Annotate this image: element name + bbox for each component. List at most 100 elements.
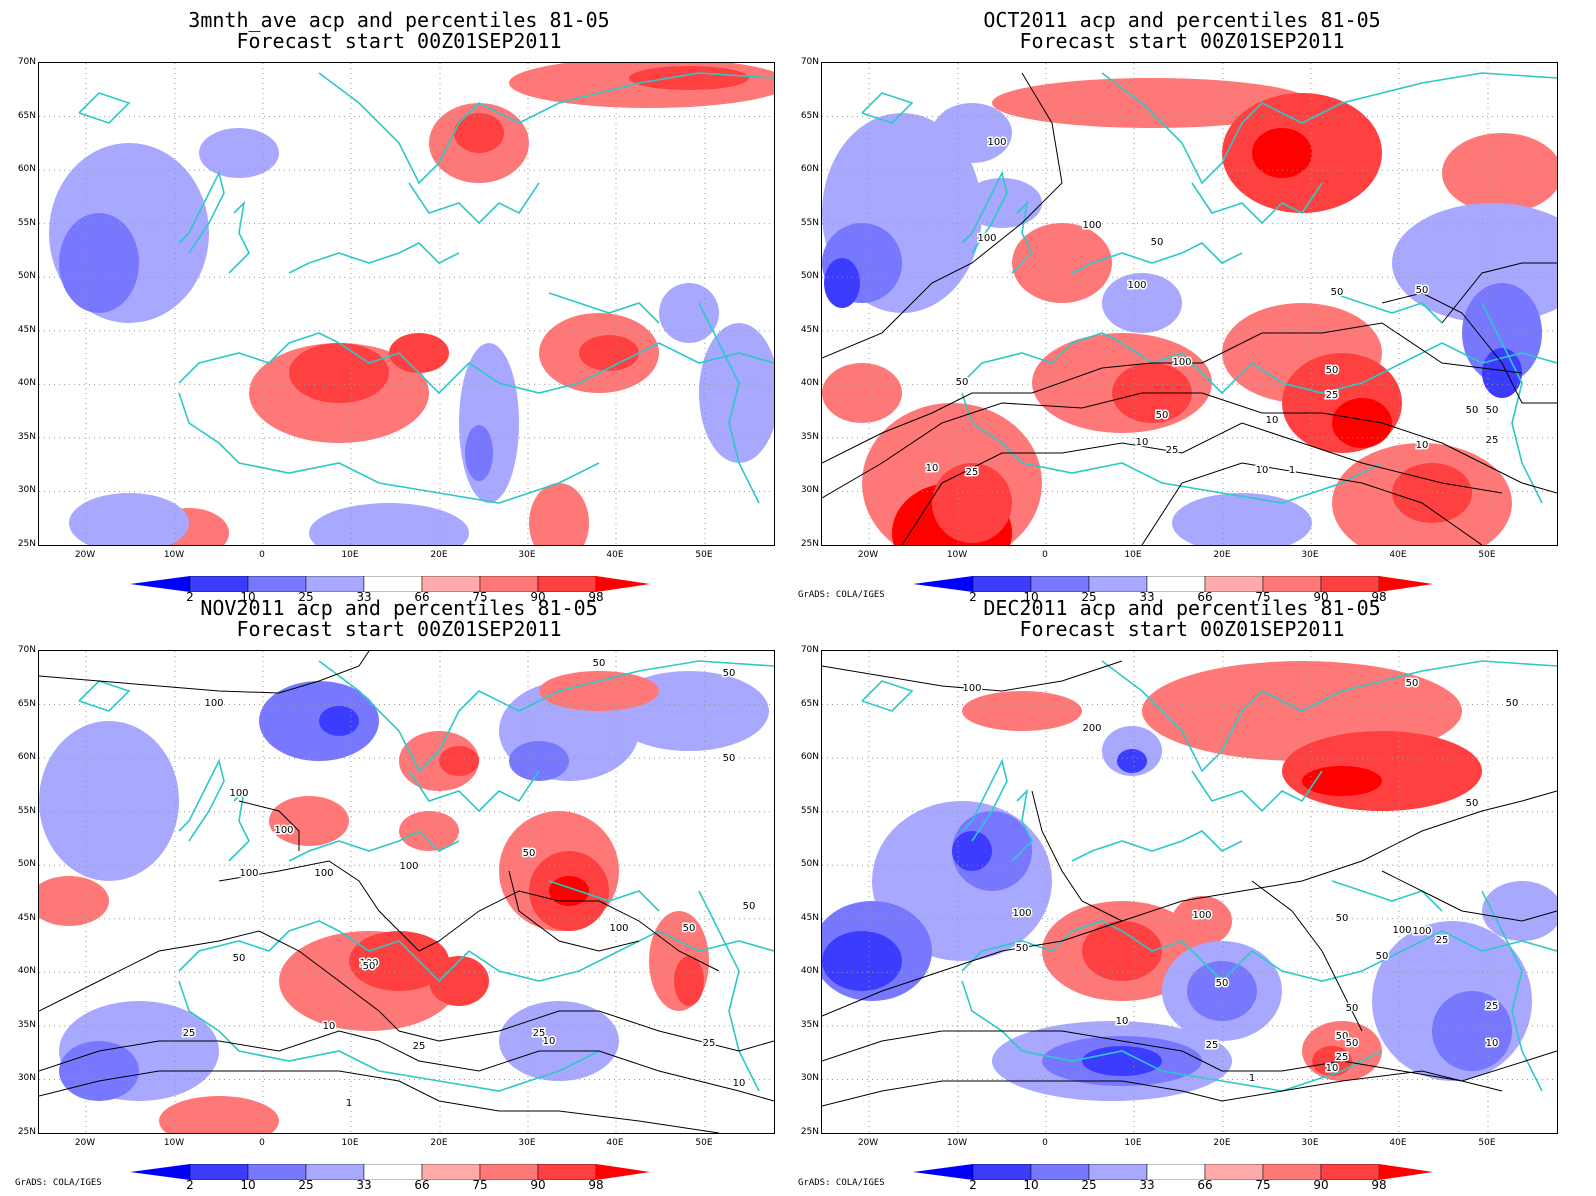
contour-label: 10 [1266, 415, 1279, 426]
map-canvas: 1001001001001005050100501005010050502510… [39, 651, 774, 1133]
colorbar-label: 25 [298, 1178, 314, 1192]
colorbar-label: 25 [298, 590, 314, 604]
coastline [1071, 242, 1243, 274]
percentile-shading [159, 1096, 279, 1133]
contour-label: 100 [1392, 925, 1411, 936]
lon-tick-label: 10E [1124, 550, 1142, 560]
lat-tick-label: 40N [800, 966, 819, 977]
contour-label: 100 [1172, 357, 1191, 368]
colorbar-label: 75 [1255, 1178, 1271, 1192]
contour-label: 25 [966, 467, 979, 478]
colorbar-segment [537, 1163, 597, 1181]
percentile-shading [824, 258, 860, 308]
percentile-shading [429, 956, 489, 1006]
colorbar-label: 98 [588, 1178, 604, 1192]
coastline [318, 660, 774, 773]
percentile-shading [1302, 766, 1382, 796]
percentile-shading [319, 706, 359, 736]
precip-contour [822, 790, 1557, 1017]
colorbar-label: 75 [472, 1178, 488, 1192]
contour-label: 25 [703, 1038, 716, 1049]
lat-tick-label: 55N [800, 217, 819, 228]
contour-label: 100 [1412, 926, 1431, 937]
colorbar-segment [1088, 1163, 1148, 1181]
contour-label: 50 [956, 377, 969, 388]
lat-tick-label: 35N [800, 431, 819, 442]
colorbar [130, 1163, 650, 1184]
precip-contour [39, 930, 774, 1052]
percentile-shading [659, 283, 719, 343]
contour-label: 50 [593, 658, 606, 669]
colorbar-label: 10 [240, 590, 256, 604]
colorbar-label: 98 [1371, 590, 1387, 604]
percentile-shading [932, 103, 1012, 163]
lon-tick-label: 30E [1301, 1138, 1319, 1148]
coastline [1101, 660, 1557, 773]
percentile-shading [1392, 463, 1472, 523]
coastline [1191, 182, 1323, 225]
colorbar-label: 2 [186, 590, 194, 604]
percentile-shading [1282, 731, 1482, 811]
coastline [178, 758, 225, 842]
contour-label: 50 [1486, 405, 1499, 416]
percentile-shading [1082, 921, 1162, 981]
lat-tick-label: 40N [800, 378, 819, 389]
precip-contour [1031, 790, 1123, 922]
percentile-shading [629, 66, 749, 90]
lat-tick-label: 25N [17, 539, 36, 549]
lon-tick-label: 30E [518, 1138, 536, 1148]
coastline [78, 92, 131, 124]
map-area: 100 200 50 50 50 100 50 100 100 50 50 100 25 50 50 10 25… [821, 650, 1558, 1134]
map-canvas [39, 63, 774, 545]
coastline [78, 680, 131, 712]
contour-label: 50 [743, 901, 756, 912]
contour-label: 50 [363, 961, 376, 972]
panel-subtitle: Forecast start 00Z01SEP2011 [236, 617, 562, 641]
coastline [961, 758, 1008, 842]
lat-tick-label: 65N [17, 698, 36, 709]
contour-label: 50 [1216, 978, 1229, 989]
lat-tick-label: 60N [17, 752, 36, 763]
lat-tick-label: 30N [17, 1073, 36, 1084]
contour-label: 10 [733, 1078, 746, 1089]
colorbar-segment [247, 1163, 307, 1181]
precip-contour [1251, 880, 1363, 1032]
lat-tick-label: 35N [17, 1019, 36, 1030]
colorbar-arrow-right [1379, 1164, 1433, 1180]
credit-text: GrADS: COLA/IGES [15, 1178, 102, 1188]
coastline [1481, 890, 1543, 1092]
lat-tick-label: 70N [17, 57, 36, 67]
contour-label: 25 [413, 1041, 426, 1052]
lon-tick-label: 10E [1124, 1138, 1142, 1148]
percentile-shading [59, 213, 139, 313]
percentile-shading [39, 876, 109, 926]
contour-label: 25 [533, 1028, 546, 1039]
percentile-shading [269, 796, 349, 846]
coastline [178, 170, 225, 254]
percentile-shading [952, 831, 992, 871]
lat-tick-label: 55N [17, 217, 36, 228]
contour-label: 50 [723, 753, 736, 764]
contour-label: 50 [1346, 1038, 1359, 1049]
lon-tick-label: 20W [74, 550, 96, 560]
contour-label: 100 [609, 923, 628, 934]
percentile-shading [454, 113, 504, 153]
percentile-shading [822, 363, 902, 423]
contour-label: 50 [523, 848, 536, 859]
colorbar-label: 66 [414, 1178, 430, 1192]
contour-label: 100 [1012, 908, 1031, 919]
coastline [1011, 200, 1033, 274]
coastline [408, 182, 540, 225]
contour-label: 50 [723, 668, 736, 679]
lon-tick-label: 50E [1478, 1138, 1496, 1148]
coastline [1191, 770, 1323, 813]
lat-tick-label: 50N [17, 271, 36, 282]
lon-tick-label: 10E [341, 1138, 359, 1148]
contour-label: 10 [543, 1036, 556, 1047]
colorbar-arrow-left [913, 1164, 973, 1180]
precip-contour [822, 322, 1523, 464]
lat-tick-label: 50N [800, 271, 819, 282]
precip-contour [1441, 262, 1557, 324]
map-area: 100 100 100 50 100 100 50 50 50 50 50 25 10 10 25 10 25 5… [821, 62, 1558, 546]
contour-label: 50 [683, 923, 696, 934]
